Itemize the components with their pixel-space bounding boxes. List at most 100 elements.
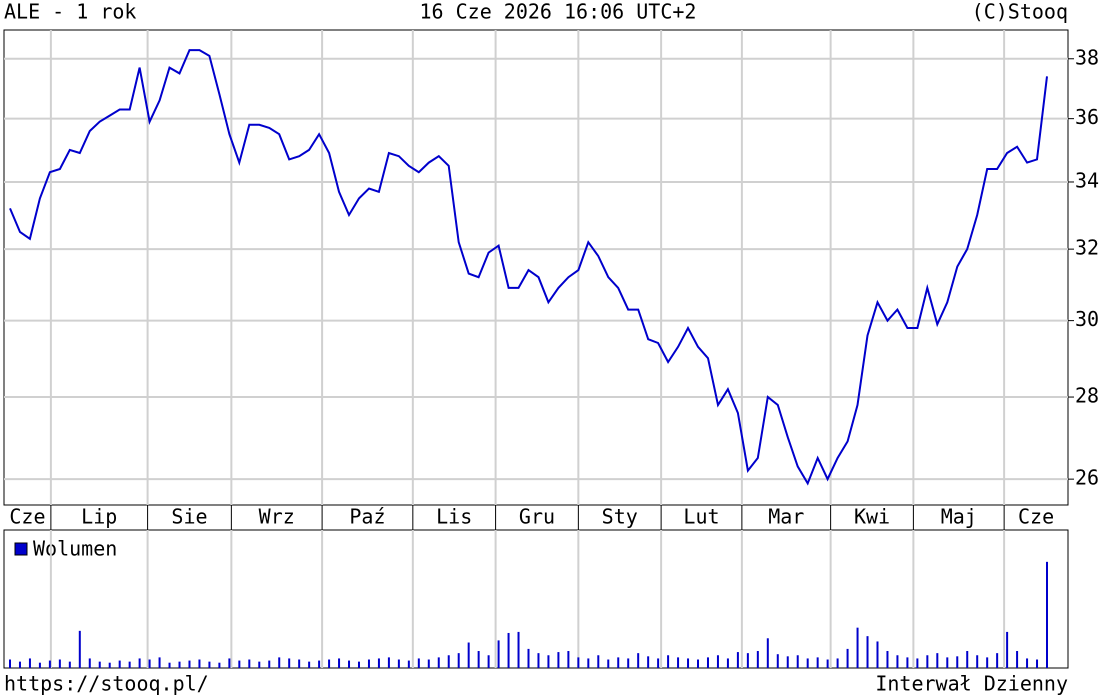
volume-bar bbox=[348, 660, 351, 668]
volume-bar bbox=[547, 655, 550, 668]
volume-bar bbox=[437, 657, 440, 668]
volume-bar bbox=[128, 661, 131, 668]
volume-bar bbox=[278, 657, 281, 668]
volume-bar bbox=[338, 658, 341, 668]
y-tick-label: 28 bbox=[1075, 384, 1099, 408]
volume-bar bbox=[1036, 659, 1039, 668]
volume-bar bbox=[68, 661, 71, 668]
volume-bar bbox=[108, 662, 111, 668]
volume-bar bbox=[148, 659, 151, 668]
volume-bar bbox=[1026, 658, 1029, 668]
volume-bar bbox=[1016, 651, 1019, 668]
volume-bar bbox=[308, 661, 311, 668]
volume-bar bbox=[846, 648, 849, 668]
volume-bar bbox=[587, 658, 590, 668]
y-tick-label: 30 bbox=[1075, 307, 1099, 331]
legend-swatch bbox=[14, 542, 28, 556]
volume-bar bbox=[996, 653, 999, 668]
volume-bar bbox=[138, 658, 141, 668]
volume-bar bbox=[687, 658, 690, 668]
volume-bar bbox=[886, 651, 889, 668]
volume-bar bbox=[238, 660, 241, 668]
x-tick-label: Mar bbox=[768, 505, 804, 529]
y-tick-label: 34 bbox=[1075, 168, 1099, 192]
volume-bar bbox=[98, 661, 101, 668]
volume-bar bbox=[328, 659, 331, 668]
volume-bar bbox=[487, 655, 490, 668]
x-tick-label: Sie bbox=[171, 505, 207, 529]
volume-bar bbox=[597, 655, 600, 668]
volume-bar bbox=[218, 662, 221, 668]
x-tick-label: Lis bbox=[436, 505, 472, 529]
volume-bar bbox=[816, 657, 819, 668]
volume-bar bbox=[517, 631, 520, 668]
price-panel bbox=[3, 29, 1069, 506]
volume-bar bbox=[906, 657, 909, 668]
interval: Interwał Dzienny bbox=[875, 672, 1068, 696]
volume-bar bbox=[178, 661, 181, 668]
credit: (C)Stooq bbox=[972, 0, 1068, 24]
volume-bar bbox=[268, 660, 271, 668]
volume-bar bbox=[288, 658, 291, 668]
y-tick-label: 38 bbox=[1075, 45, 1099, 69]
volume-bar bbox=[577, 657, 580, 668]
volume-bar bbox=[826, 659, 829, 668]
x-tick-label: Sty bbox=[602, 505, 638, 529]
volume-bar bbox=[457, 653, 460, 668]
volume-bar bbox=[527, 648, 530, 668]
y-tick-label: 36 bbox=[1075, 105, 1099, 129]
volume-bar bbox=[697, 659, 700, 668]
x-tick-label: Cze bbox=[1018, 505, 1054, 529]
volume-bar bbox=[467, 642, 470, 668]
volume-bar bbox=[427, 659, 430, 668]
volume-bar bbox=[936, 653, 939, 668]
volume-bar bbox=[447, 655, 450, 668]
volume-bar bbox=[946, 657, 949, 668]
volume-bar bbox=[168, 662, 171, 668]
volume-bar bbox=[716, 655, 719, 668]
volume-bar bbox=[228, 658, 231, 668]
x-tick-label: Paź bbox=[349, 505, 385, 529]
volume-bar bbox=[28, 658, 31, 668]
volume-bar bbox=[836, 658, 839, 668]
volume-bar bbox=[497, 640, 500, 668]
chart-title: ALE - 1 rok bbox=[4, 0, 136, 24]
volume-bar bbox=[377, 658, 380, 668]
volume-bar bbox=[158, 657, 161, 668]
volume-bar bbox=[896, 655, 899, 668]
volume-bar bbox=[298, 659, 301, 668]
volume-bar bbox=[387, 657, 390, 668]
volume-bar bbox=[706, 657, 709, 668]
volume-bar bbox=[866, 636, 869, 668]
volume-bar bbox=[88, 658, 91, 668]
volume-panel bbox=[3, 529, 1069, 669]
footer-link[interactable]: https://stooq.pl/ bbox=[4, 672, 209, 696]
volume-bar bbox=[9, 659, 11, 668]
volume-bar bbox=[726, 658, 729, 668]
volume-bar bbox=[18, 661, 21, 668]
x-tick-label: Kwi bbox=[854, 505, 890, 529]
volume-bar bbox=[477, 651, 480, 668]
volume-bar bbox=[357, 661, 360, 668]
volume-bar bbox=[657, 658, 660, 668]
volume-bar bbox=[1046, 561, 1048, 668]
volume-bar bbox=[198, 659, 201, 668]
volume-bar bbox=[367, 659, 370, 668]
volume-bar bbox=[118, 660, 121, 668]
volume-bar bbox=[647, 656, 650, 668]
volume-bar bbox=[507, 632, 510, 668]
volume-bar bbox=[806, 658, 809, 668]
y-tick-label: 26 bbox=[1075, 466, 1099, 490]
volume-bar bbox=[786, 656, 789, 668]
volume-bar bbox=[876, 641, 879, 668]
x-tick-label: Lut bbox=[683, 505, 719, 529]
x-tick-label: Cze bbox=[9, 505, 45, 529]
volume-bar bbox=[567, 651, 570, 668]
volume-bar bbox=[557, 652, 560, 668]
volume-bar bbox=[258, 661, 261, 668]
volume-bar bbox=[407, 660, 410, 668]
volume-bar bbox=[856, 627, 859, 668]
volume-bar bbox=[667, 655, 670, 668]
